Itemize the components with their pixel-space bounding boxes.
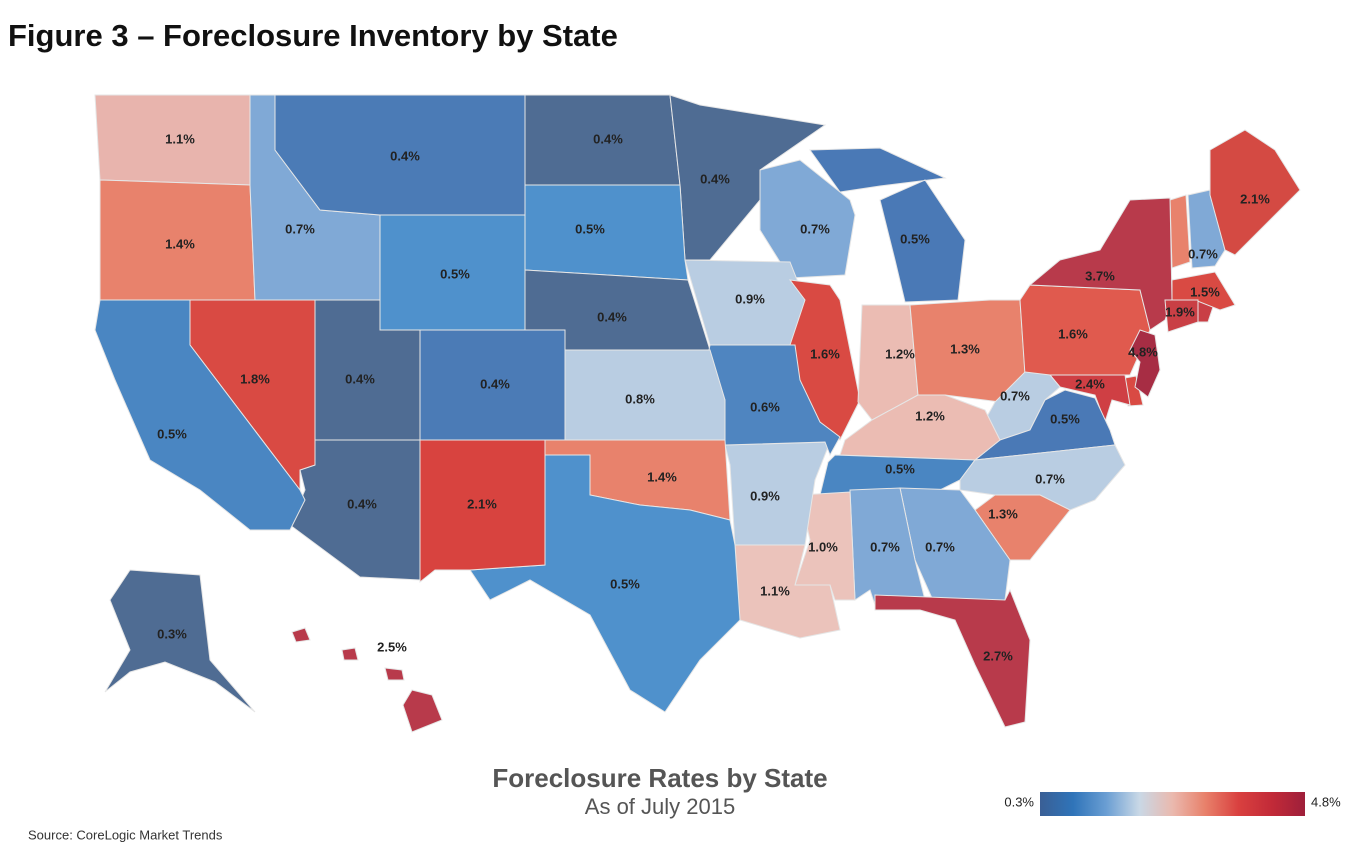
state	[1048, 374, 1131, 424]
state-value-label: 2.5%	[377, 639, 407, 654]
source: Source: CoreLogic Market Trends	[28, 827, 223, 842]
state	[809, 147, 966, 303]
state	[839, 394, 1001, 461]
state	[104, 569, 256, 713]
state-value-label: 0.4%	[597, 309, 627, 324]
state-value-label: 1.2%	[915, 408, 945, 423]
state-value-label: 0.4%	[347, 496, 377, 511]
state-value-label: 4.8%	[1128, 344, 1158, 359]
state-value-label: 0.4%	[700, 171, 730, 186]
map-subtitle: As of July 2015	[585, 794, 735, 819]
vermont	[1169, 194, 1191, 269]
legend: 0.3% 4.8%	[1004, 794, 1341, 809]
state-value-label: 2.4%	[1075, 376, 1105, 391]
state-value-label: 0.5%	[440, 266, 470, 281]
state-value-label: 0.5%	[610, 576, 640, 591]
state-value-label: 0.7%	[870, 539, 900, 554]
state-value-label: 0.4%	[390, 148, 420, 163]
state	[524, 184, 689, 281]
state	[291, 627, 443, 733]
state-value-label: 1.0%	[808, 539, 838, 554]
state-value-label: 1.5%	[1190, 284, 1220, 299]
state-value-label: 0.7%	[1035, 471, 1065, 486]
state-value-label: 1.1%	[760, 583, 790, 598]
state-value-label: 0.8%	[625, 391, 655, 406]
colorbar-label: 4.8%	[1311, 794, 1341, 809]
state-value-label: 1.8%	[240, 371, 270, 386]
colorbar	[1040, 792, 1305, 816]
state-value-label: 1.6%	[1058, 326, 1088, 341]
state-value-label: 0.7%	[285, 221, 315, 236]
state-value-label: 0.5%	[885, 461, 915, 476]
state-value-label: 0.6%	[750, 399, 780, 414]
state-value-label: 3.7%	[1085, 268, 1115, 283]
state-value-label: 0.5%	[575, 221, 605, 236]
state-labels: 1.1% 1.4% 0.7% 0.4% 0.4% 0.4% 0.7% 0.5% 0.5% 0.5%…	[157, 131, 1270, 663]
state-value-label: 0.7%	[1188, 246, 1218, 261]
state	[734, 544, 841, 639]
state	[1164, 299, 1199, 333]
state-value-label: 1.4%	[647, 469, 677, 484]
map-title: Foreclosure Rates by State	[492, 763, 827, 793]
state	[1129, 329, 1161, 398]
state	[794, 491, 856, 601]
state-value-label: 0.4%	[345, 371, 375, 386]
state-value-label: 0.9%	[750, 488, 780, 503]
state-value-label: 0.5%	[157, 426, 187, 441]
state-value-label: 1.3%	[988, 506, 1018, 521]
state-value-label: 2.1%	[467, 496, 497, 511]
colorbar-label: 0.3%	[1004, 794, 1034, 809]
state	[874, 588, 1031, 728]
state	[469, 454, 741, 713]
state-value-label: 2.7%	[983, 648, 1013, 663]
state-value-label: 2.1%	[1240, 191, 1270, 206]
state-value-label: 1.4%	[165, 236, 195, 251]
state	[1028, 197, 1173, 331]
state-value-label: 1.6%	[810, 346, 840, 361]
state-value-label: 0.5%	[1050, 411, 1080, 426]
state-value-label: 0.3%	[157, 626, 187, 641]
state	[1187, 189, 1226, 269]
state	[1209, 129, 1301, 256]
states	[94, 94, 1301, 733]
state-value-label: 0.7%	[925, 539, 955, 554]
state-value-label: 0.4%	[480, 376, 510, 391]
state-value-label: 1.3%	[950, 341, 980, 356]
state	[94, 299, 306, 531]
state-value-label: 1.1%	[165, 131, 195, 146]
state-value-label: 0.7%	[1000, 388, 1030, 403]
figure-title: Figure 3 – Foreclosure Inventory by Stat…	[8, 18, 618, 53]
state-value-label: 1.2%	[885, 346, 915, 361]
state-value-label: 1.9%	[1165, 304, 1195, 319]
state-value-label: 0.7%	[800, 221, 830, 236]
state	[899, 487, 1011, 606]
state-value-label: 0.9%	[735, 291, 765, 306]
state	[759, 159, 856, 279]
state-value-label: 0.4%	[593, 131, 623, 146]
state-value-label: 0.5%	[900, 231, 930, 246]
